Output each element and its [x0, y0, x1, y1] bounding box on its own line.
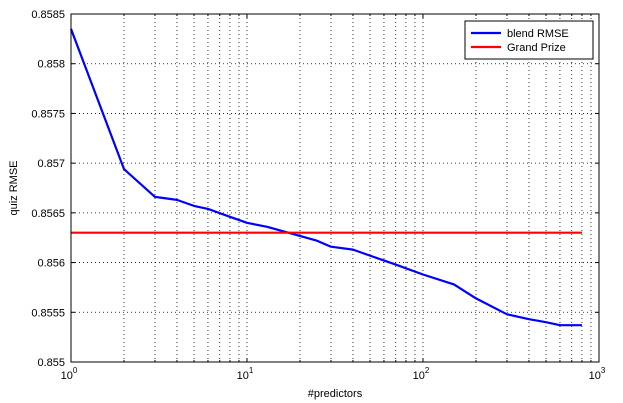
y-tick-label: 0.8565	[31, 208, 65, 220]
y-tick-label: 0.8555	[31, 307, 65, 319]
y-tick-label: 0.857	[37, 158, 65, 170]
y-tick-labels: 0.855 0.8555 0.856 0.8565 0.857 0.8575 0.858 0.…	[31, 9, 65, 369]
x-tick-label: 100	[61, 366, 78, 382]
legend: blend RMSE Grand Prize	[464, 20, 594, 60]
x-tick-label-base: 10	[589, 370, 601, 382]
x-tick-label: 103	[589, 366, 606, 382]
x-tick-label: 102	[413, 366, 430, 382]
series-line-0	[69, 28, 582, 327]
axis-ticks	[71, 13, 599, 363]
x-tick-label-exponent: 1	[249, 366, 254, 375]
y-tick-label: 0.858	[37, 59, 65, 71]
x-tick-label: 101	[237, 366, 254, 382]
x-tick-label-exponent: 0	[73, 366, 78, 375]
legend-entry-label: blend RMSE	[507, 28, 569, 40]
x-tick-labels: 100 101 102 103	[61, 366, 606, 382]
y-tick-label: 0.8575	[31, 108, 65, 120]
legend-box	[464, 20, 594, 60]
x-tick-label-base: 10	[237, 370, 249, 382]
legend-entry-label: Grand Prize	[507, 42, 566, 54]
y-tick-label: 0.855	[37, 357, 65, 369]
plot-frame	[70, 13, 600, 363]
series-lines	[69, 28, 582, 327]
y-tick-label: 0.856	[37, 258, 65, 270]
x-axis-label: #predictors	[308, 388, 363, 400]
x-tick-label-base: 10	[413, 370, 425, 382]
x-tick-label-exponent: 3	[601, 366, 606, 375]
y-tick-label: 0.8585	[31, 9, 65, 21]
grid-lines	[71, 14, 599, 362]
x-tick-label-base: 10	[61, 370, 73, 382]
x-tick-label-exponent: 2	[425, 366, 430, 375]
y-axis-label: quiz RMSE	[8, 160, 20, 215]
